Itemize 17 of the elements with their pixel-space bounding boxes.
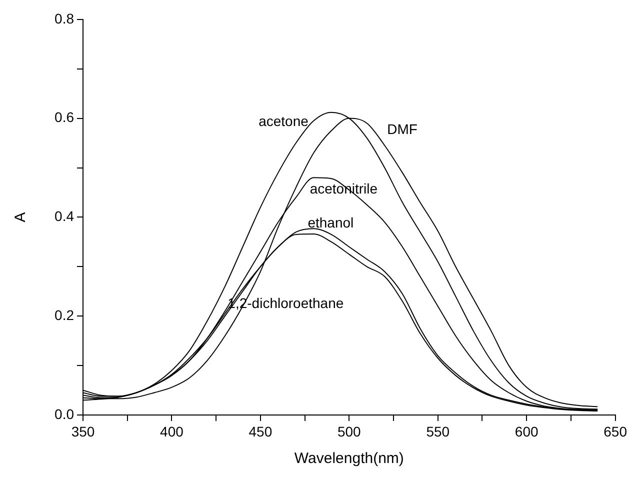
series-label: acetone <box>258 113 309 130</box>
y-tick-label: 0.6 <box>54 109 74 126</box>
x-tick-label: 600 <box>514 423 538 440</box>
x-tick-label: 550 <box>426 423 450 440</box>
y-tick-label: 0.0 <box>54 406 74 422</box>
x-tick-label: 450 <box>248 423 272 440</box>
x-axis-title: Wavelength(nm) <box>294 450 404 468</box>
y-tick-label: 0.2 <box>54 306 74 323</box>
x-tick-label: 350 <box>71 423 95 440</box>
series-label: ethanol <box>308 214 354 230</box>
y-tick-label: 0.8 <box>54 10 74 26</box>
x-tick-label: 650 <box>604 423 628 440</box>
x-tick-label: 400 <box>160 423 184 440</box>
y-axis-title: A <box>12 212 30 222</box>
y-tick-label: 0.4 <box>54 208 74 224</box>
x-tick-label: 500 <box>337 423 362 440</box>
series-label: DMF <box>387 121 418 138</box>
